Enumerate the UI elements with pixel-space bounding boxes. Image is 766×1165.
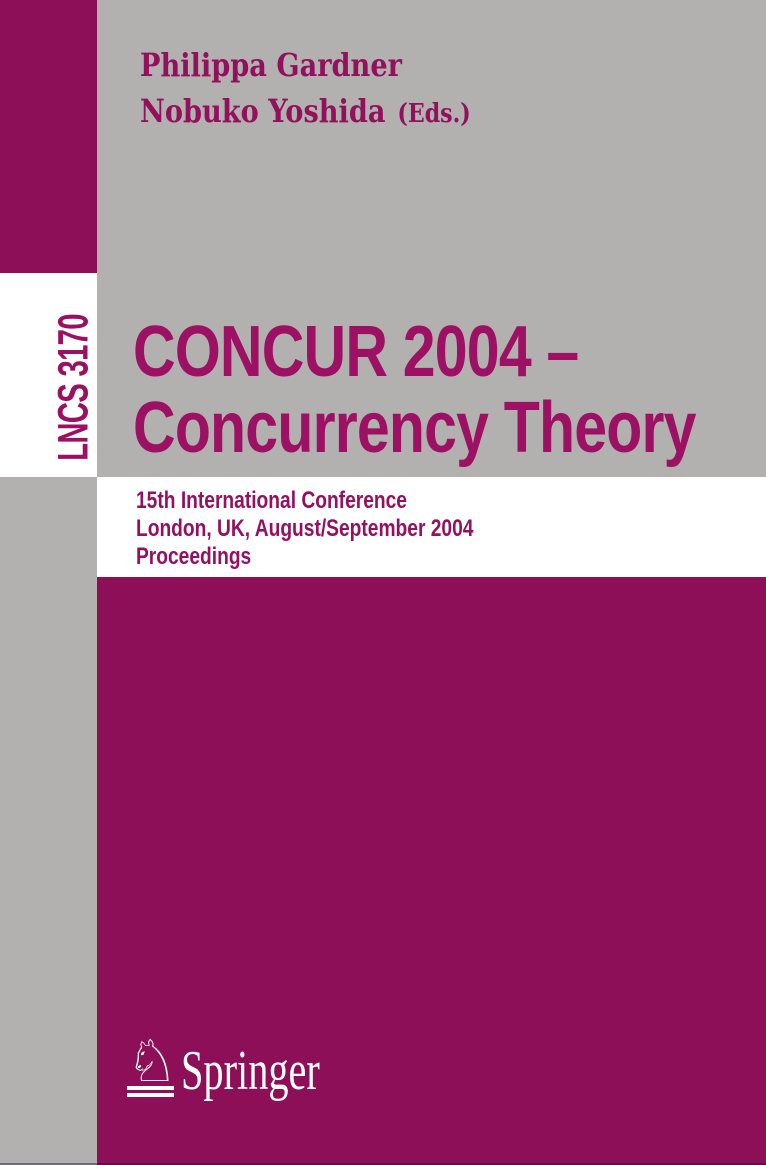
springer-logo-underlines [127,1086,174,1097]
springer-underline-bottom [127,1093,174,1097]
editor-name-2: Nobuko Yoshida [140,92,386,130]
top-left-magenta-block [0,0,97,273]
title-line-1: CONCUR 2004 – [133,312,579,392]
subtitle-line-1: 15th International Conference [136,487,407,514]
springer-underline-top [127,1086,174,1090]
book-title: CONCUR 2004 – Concurrency Theory [133,314,696,466]
title-line-2: Concurrency Theory [133,388,696,468]
editor-name-1: Philippa Gardner [140,46,402,84]
bottom-magenta-block [97,577,766,1165]
subtitle-line-3: Proceedings [136,543,252,570]
bottom-edge-line [0,1163,766,1165]
lncs-series-strip: LNCS 3170 [0,273,97,477]
editors-block: Philippa Gardner Nobuko Yoshida (Eds.) [140,42,471,137]
editors-suffix: (Eds.) [397,99,471,129]
springer-horse-icon: ♘ [126,1027,178,1095]
publisher-name: Springer [181,1040,320,1102]
subtitle-line-2: London, UK, August/September 2004 [136,515,474,542]
series-label: LNCS 3170 [49,313,98,461]
editor-line-2: Nobuko Yoshida (Eds.) [140,88,471,137]
subtitle-block: 15th International Conference London, UK… [136,487,473,571]
subtitle-white-band [97,477,766,577]
